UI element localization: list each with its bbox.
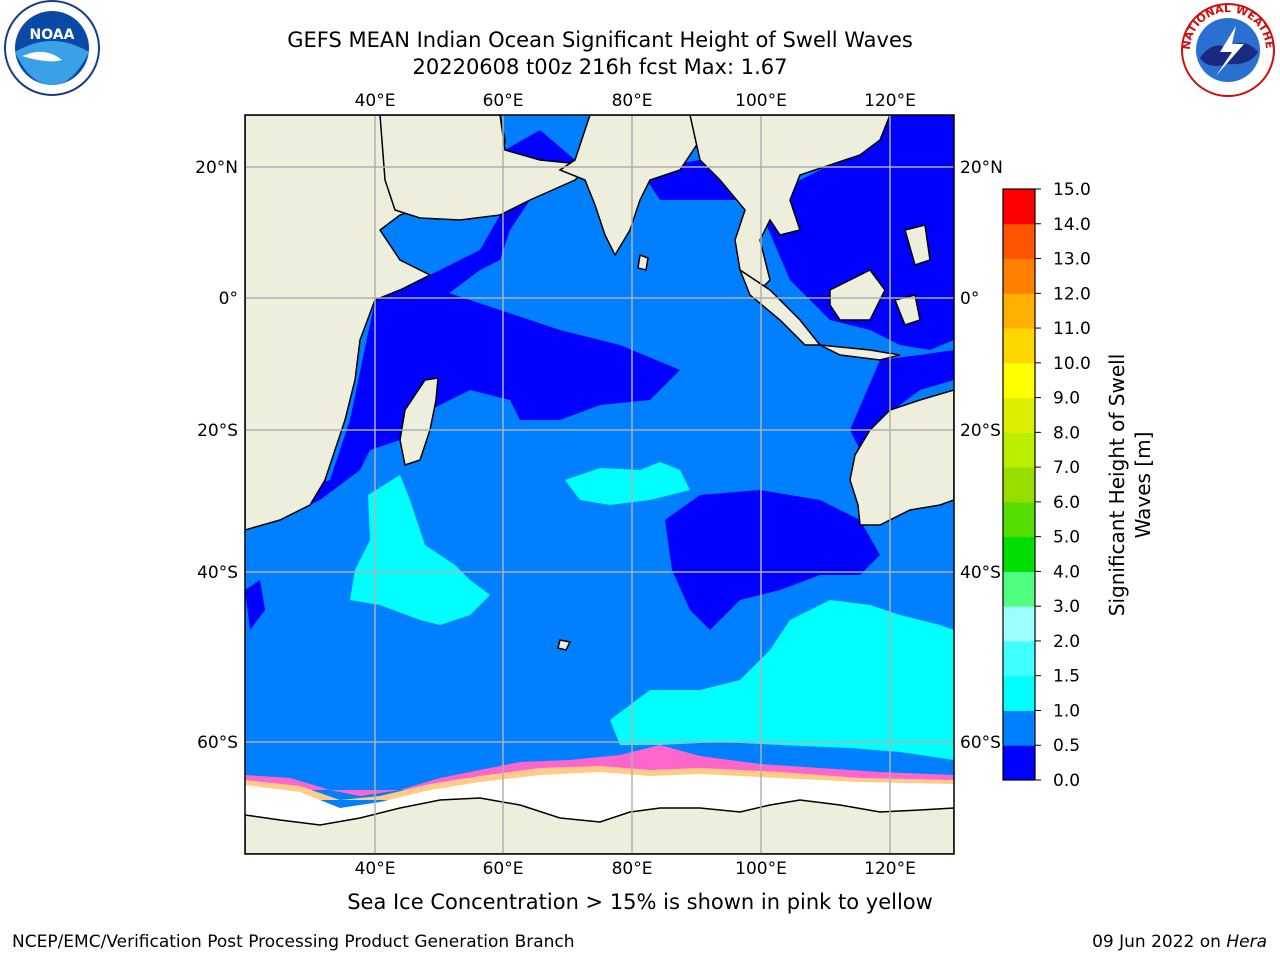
colorbar-segment xyxy=(1003,675,1035,711)
colorbar-tick-label: 1.0 xyxy=(1053,701,1080,721)
lat-label: 20°S xyxy=(960,421,1001,441)
colorbar-segment xyxy=(1003,501,1035,538)
colorbar-tick-label: 12.0 xyxy=(1053,284,1091,304)
lat-label: 60°S xyxy=(960,733,1001,753)
colorbar-segment xyxy=(1003,606,1035,642)
host-name: Hera xyxy=(1226,932,1267,952)
colorbar xyxy=(1003,189,1035,781)
noaa-logo-text: NOAA xyxy=(30,27,75,43)
lon-labels-bottom: 40°E 60°E 80°E 100°E 120°E xyxy=(355,859,916,879)
colorbar-tick-label: 14.0 xyxy=(1053,215,1091,235)
colorbar-tick-label: 1.5 xyxy=(1053,667,1080,687)
colorbar-segment xyxy=(1003,536,1035,572)
colorbar-segment xyxy=(1003,293,1035,329)
lat-label: 0° xyxy=(960,289,979,309)
colorbar-segment xyxy=(1003,328,1035,364)
colorbar-segment xyxy=(1003,397,1035,433)
colorbar-tick-label: 0.5 xyxy=(1053,736,1080,756)
lon-labels-top: 40°E 60°E 80°E 100°E 120°E xyxy=(355,91,916,111)
colorbar-tick-label: 7.0 xyxy=(1053,458,1080,478)
colorbar-frame xyxy=(1002,188,1036,781)
nws-logo: NATIONAL WEATHER SERVICE xyxy=(0,0,1276,97)
land-masses xyxy=(245,115,954,854)
colorbar-segment xyxy=(1003,432,1035,468)
lon-label: 60°E xyxy=(483,91,524,111)
colorbar-label: Significant Height of Swell Waves [m] xyxy=(1105,354,1155,616)
lon-label: 120°E xyxy=(864,91,916,111)
lat-label: 60°S xyxy=(197,733,238,753)
sea-ice-caption: Sea Ice Concentration > 15% is shown in … xyxy=(347,890,933,914)
colorbar-tick-label: 3.0 xyxy=(1053,597,1080,617)
colorbar-segment xyxy=(1003,710,1035,746)
svg-text:NATIONAL WEATHER SERVICE: NATIONAL WEATHER SERVICE xyxy=(0,0,1276,50)
lat-labels-right: 20°N 0° 20°S 40°S 60°S xyxy=(960,158,1003,753)
date-text: 09 Jun 2022 on xyxy=(1092,932,1227,952)
colorbar-tick-label: 9.0 xyxy=(1053,389,1080,409)
lon-label: 100°E xyxy=(735,859,787,879)
gridlines xyxy=(245,115,954,854)
lon-label: 100°E xyxy=(735,91,787,111)
colorbar-segment xyxy=(1003,258,1035,294)
colorbar-tick-labels: 0.0 0.5 1.0 1.5 2.0 3.0 4.0 5.0 6.0 7.0 8.0 9.0 10.0… xyxy=(1035,180,1091,791)
lat-label: 0° xyxy=(219,289,238,309)
lat-label: 40°S xyxy=(197,563,238,583)
lat-label: 40°S xyxy=(960,563,1001,583)
colorbar-tick-label: 8.0 xyxy=(1053,423,1080,443)
noaa-logo: NOAA xyxy=(4,0,100,96)
lon-label: 80°E xyxy=(612,859,653,879)
lon-label: 80°E xyxy=(612,91,653,111)
colorbar-segment xyxy=(1003,223,1035,260)
lon-label: 40°E xyxy=(355,859,396,879)
colorbar-segment xyxy=(1003,362,1035,399)
lat-label: 20°N xyxy=(960,158,1003,178)
colorbar-segment xyxy=(1003,189,1035,225)
high-swell-regions xyxy=(350,462,954,760)
colorbar-tick-label: 10.0 xyxy=(1053,354,1091,374)
colorbar-segment xyxy=(1003,640,1035,677)
map-frame xyxy=(244,114,955,855)
lat-label: 20°N xyxy=(195,158,238,178)
colorbar-label-line1: Significant Height of Swell xyxy=(1105,354,1129,616)
colorbar-segment xyxy=(1003,467,1035,503)
lat-labels-left: 20°N 0° 20°S 40°S 60°S xyxy=(195,158,238,753)
lon-label: 60°E xyxy=(483,859,524,879)
colorbar-tick-label: 6.0 xyxy=(1053,493,1080,513)
colorbar-tick-label: 11.0 xyxy=(1053,319,1091,339)
colorbar-tick-label: 2.0 xyxy=(1053,632,1080,652)
map-panel xyxy=(245,115,954,854)
colorbar-tick-label: 13.0 xyxy=(1053,250,1091,270)
colorbar-tick-label: 15.0 xyxy=(1053,180,1091,200)
date-stamp: 09 Jun 2022 on Hera xyxy=(1092,932,1267,952)
lat-label: 20°S xyxy=(197,421,238,441)
map-title: GEFS MEAN Indian Ocean Significant Heigh… xyxy=(287,28,913,52)
colorbar-segment xyxy=(1003,745,1035,781)
credit-text: NCEP/EMC/Verification Post Processing Pr… xyxy=(12,932,575,952)
colorbar-tick-label: 5.0 xyxy=(1053,528,1080,548)
colorbar-tick-label: 0.0 xyxy=(1053,771,1080,791)
colorbar-label-line2: Waves [m] xyxy=(1131,432,1155,539)
colorbar-segment xyxy=(1003,571,1035,607)
map-subtitle: 20220608 t00z 216h fcst Max: 1.67 xyxy=(412,55,788,79)
colorbar-tick-label: 4.0 xyxy=(1053,562,1080,582)
lon-label: 120°E xyxy=(864,859,916,879)
lon-label: 40°E xyxy=(355,91,396,111)
nws-logo-text: NATIONAL WEATHER SERVICE xyxy=(0,0,1276,50)
